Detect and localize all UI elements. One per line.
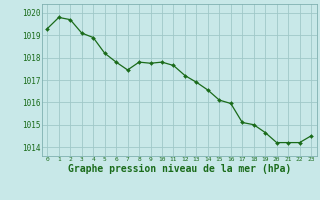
X-axis label: Graphe pression niveau de la mer (hPa): Graphe pression niveau de la mer (hPa): [68, 164, 291, 174]
